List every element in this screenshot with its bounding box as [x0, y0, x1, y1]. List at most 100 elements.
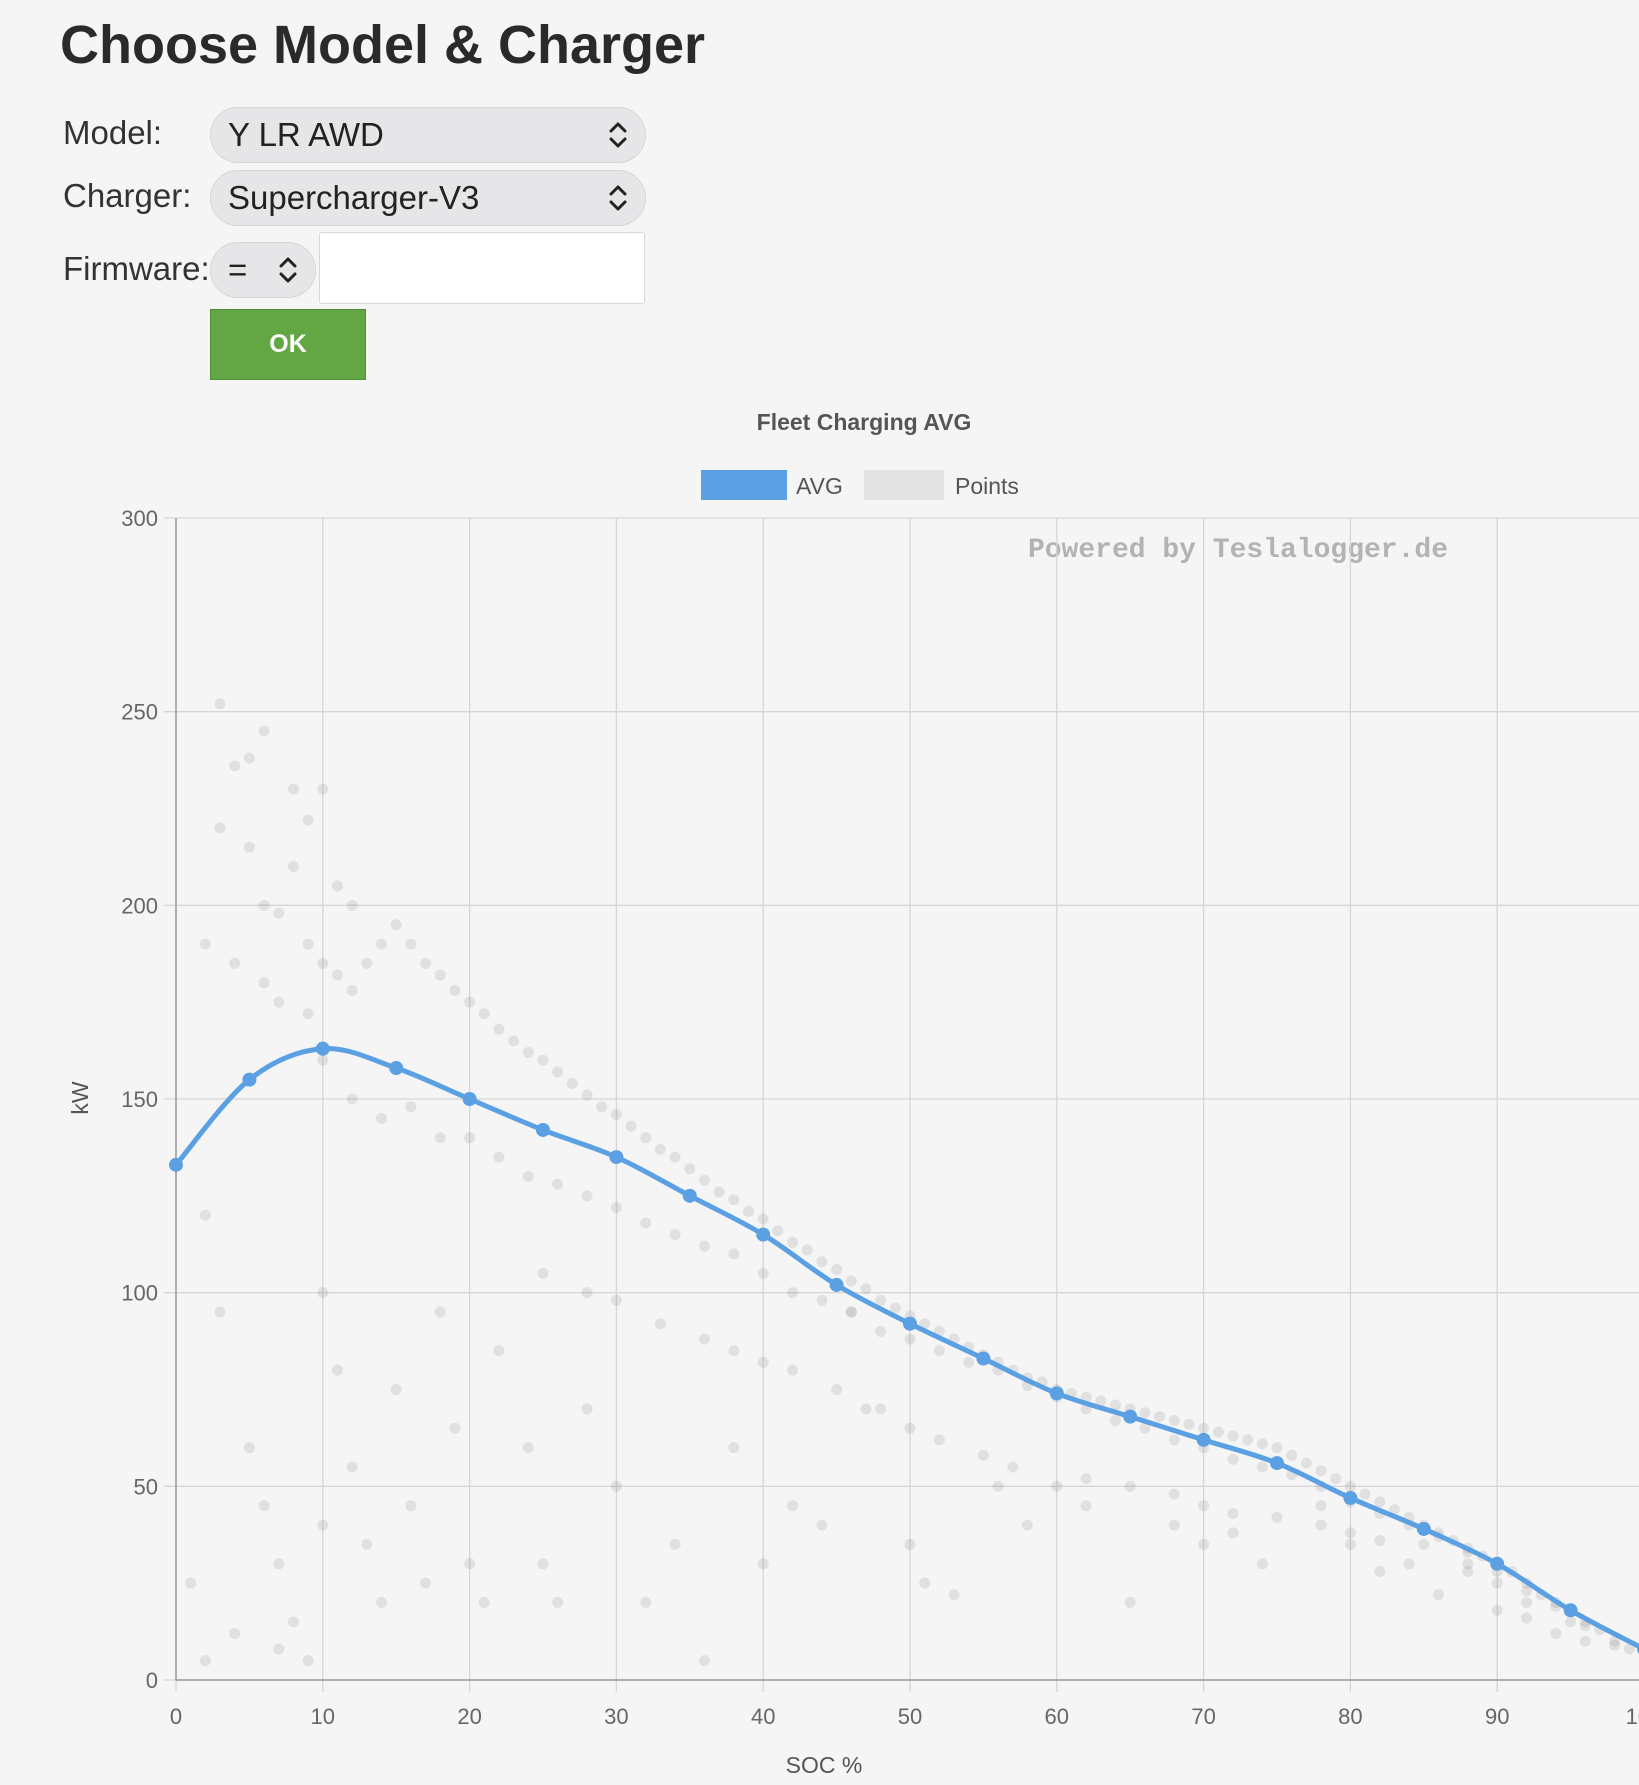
- scatter-point: [860, 1283, 872, 1295]
- scatter-point: [919, 1318, 931, 1330]
- avg-point: [1270, 1456, 1284, 1471]
- scatter-point: [1168, 1519, 1180, 1531]
- scatter-point: [831, 1384, 843, 1395]
- scatter-point: [1198, 1538, 1210, 1550]
- scatter-point: [684, 1163, 696, 1175]
- scatter-point: [1462, 1566, 1474, 1578]
- scatter-point: [933, 1345, 945, 1357]
- scatter-point: [1521, 1585, 1533, 1597]
- scatter-point: [698, 1174, 710, 1186]
- scatter-point: [331, 1364, 343, 1376]
- firmware-label: Firmware:: [63, 250, 210, 287]
- avg-point: [1049, 1386, 1064, 1401]
- scatter-point: [1565, 1616, 1577, 1628]
- ok-button[interactable]: OK: [210, 309, 366, 380]
- scatter-point: [346, 985, 358, 997]
- scatter-point: [1374, 1566, 1386, 1578]
- scatter-point: [273, 907, 285, 919]
- scatter-point: [772, 1225, 784, 1237]
- scatter-point: [464, 996, 476, 1008]
- x-tick-label: 70: [1191, 1704, 1215, 1729]
- scatter-point: [199, 938, 211, 950]
- scatter-point: [581, 1190, 593, 1202]
- charger-select[interactable]: Supercharger-V3: [210, 170, 646, 226]
- scatter-point: [728, 1194, 740, 1206]
- scatter-point: [1462, 1558, 1474, 1570]
- scatter-point: [405, 1500, 417, 1512]
- scatter-point: [948, 1589, 960, 1601]
- scatter-point: [1095, 1395, 1107, 1407]
- scatter-point: [214, 1306, 226, 1318]
- scatter-point: [390, 1384, 402, 1395]
- legend-swatch-points[interactable]: [864, 470, 944, 500]
- model-label: Model:: [63, 114, 163, 151]
- scatter-point: [449, 985, 461, 997]
- scatter-point: [273, 1643, 285, 1655]
- scatter-point: [1432, 1589, 1444, 1601]
- scatter-point: [698, 1655, 710, 1667]
- scatter-point: [757, 1356, 769, 1368]
- scatter-point: [302, 814, 314, 826]
- avg-series-line: [173, 1046, 1639, 1650]
- scatter-point: [434, 1306, 446, 1318]
- firmware-version-input[interactable]: [319, 232, 645, 304]
- scatter-point: [654, 1143, 666, 1155]
- scatter-point: [1124, 1480, 1136, 1492]
- scatter-point: [1168, 1414, 1180, 1426]
- scatter-point: [1374, 1496, 1386, 1508]
- chart-title: Fleet Charging AVG: [757, 409, 972, 435]
- scatter-point: [1198, 1500, 1210, 1512]
- scatter-point: [1256, 1461, 1268, 1473]
- scatter-point: [449, 1422, 461, 1434]
- scatter-point: [757, 1213, 769, 1225]
- scatter-point: [1315, 1465, 1327, 1477]
- scatter-point: [1359, 1488, 1371, 1500]
- y-tick-label: 100: [121, 1281, 158, 1306]
- legend-label-points[interactable]: Points: [955, 473, 1019, 499]
- avg-point: [536, 1122, 550, 1137]
- legend-swatch-avg[interactable]: [701, 470, 787, 500]
- firmware-operator-select[interactable]: =: [210, 242, 316, 298]
- scatter-point: [317, 783, 329, 795]
- scatter-point: [405, 938, 417, 950]
- page-title: Choose Model & Charger: [60, 15, 706, 75]
- scatter-point: [258, 1500, 270, 1512]
- x-tick-label: 50: [898, 1704, 922, 1729]
- scatter-point: [1051, 1480, 1063, 1492]
- scatter-point: [1491, 1604, 1503, 1616]
- scatter-point: [1579, 1620, 1591, 1632]
- scatter-point: [728, 1442, 740, 1454]
- scatter-point: [831, 1263, 843, 1275]
- scatter-point: [346, 899, 358, 911]
- legend-label-avg[interactable]: AVG: [796, 473, 843, 499]
- charger-label: Charger:: [63, 177, 192, 214]
- updown-chevron-icon: [279, 257, 297, 283]
- scatter-point: [787, 1364, 799, 1376]
- scatter-point: [1242, 1434, 1254, 1446]
- scatter-point: [302, 1008, 314, 1020]
- scatter-point: [1521, 1612, 1533, 1624]
- scatter-point: [537, 1558, 549, 1570]
- scatter-point: [845, 1275, 857, 1287]
- scatter-point: [420, 1577, 432, 1589]
- avg-point: [1123, 1409, 1138, 1424]
- x-tick-label: 100: [1626, 1704, 1639, 1729]
- scatter-point: [508, 1035, 520, 1047]
- scatter-point: [845, 1306, 857, 1318]
- scatter-point: [581, 1089, 593, 1101]
- scatter-point: [361, 1538, 373, 1550]
- scatter-point: [1168, 1488, 1180, 1500]
- avg-point: [829, 1277, 844, 1292]
- scatter-point: [390, 919, 402, 931]
- scatter-point: [1227, 1507, 1239, 1519]
- avg-point: [903, 1316, 917, 1331]
- scatter-point: [845, 1306, 857, 1318]
- avg-point: [682, 1188, 697, 1203]
- y-tick-label: 0: [146, 1668, 158, 1693]
- scatter-point: [904, 1538, 916, 1550]
- scatter-point: [787, 1500, 799, 1512]
- avg-point: [609, 1150, 624, 1165]
- scatter-point: [493, 1151, 505, 1163]
- model-select[interactable]: Y LR AWD: [210, 107, 646, 163]
- scatter-point: [1403, 1558, 1415, 1570]
